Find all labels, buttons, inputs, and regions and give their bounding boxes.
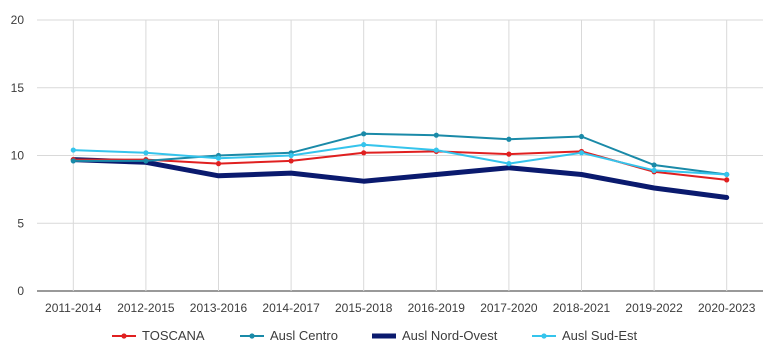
series-lines [70, 131, 730, 200]
data-point [578, 133, 585, 140]
legend-item[interactable]: TOSCANA [112, 328, 205, 343]
x-axis-ticks: 2011-2014 2012-2015 2013-2016 2014-2017 2015… [45, 301, 756, 315]
grid [37, 19, 763, 292]
data-point [70, 147, 76, 153]
y-tick-label: 0 [17, 284, 24, 298]
x-tick-label: 2013-2016 [190, 301, 248, 315]
data-point [288, 158, 294, 164]
x-tick-label: 2017-2020 [480, 301, 538, 315]
legend-label: Ausl Nord-Ovest [402, 328, 498, 343]
legend-item[interactable]: Ausl Sud-Est [532, 328, 638, 343]
series-line [70, 157, 730, 200]
x-tick-label: 2016-2019 [408, 301, 466, 315]
data-point [361, 142, 367, 148]
y-tick-label: 10 [11, 149, 25, 163]
data-point [215, 155, 222, 161]
data-point [433, 132, 439, 138]
legend-label: Ausl Centro [270, 328, 338, 343]
x-tick-label: 2014-2017 [262, 301, 320, 315]
data-point [506, 151, 512, 157]
data-point [70, 158, 76, 164]
legend[interactable]: TOSCANA Ausl Centro Ausl Nord-Ovest Ausl Su… [112, 328, 638, 343]
data-point [506, 161, 512, 167]
y-tick-label: 5 [17, 216, 24, 230]
legend-item[interactable]: Ausl Nord-Ovest [372, 328, 498, 343]
legend-label: Ausl Sud-Est [562, 328, 638, 343]
legend-label: TOSCANA [142, 328, 205, 343]
x-tick-label: 2020-2023 [698, 301, 756, 315]
data-point [361, 131, 367, 137]
data-point [143, 150, 149, 156]
data-point [651, 167, 657, 174]
data-point [361, 150, 367, 156]
legend-item[interactable]: Ausl Centro [240, 328, 338, 343]
legend-marker [249, 333, 255, 339]
legend-marker [541, 333, 547, 339]
data-point [724, 171, 730, 178]
data-point [506, 136, 512, 142]
legend-marker [121, 333, 127, 339]
series-line [72, 132, 728, 176]
series-line [72, 143, 728, 176]
data-point [724, 177, 730, 183]
x-tick-label: 2015-2018 [335, 301, 393, 315]
x-tick-label: 2011-2014 [45, 301, 102, 315]
y-tick-label: 20 [11, 13, 25, 27]
data-point [651, 162, 657, 168]
x-tick-label: 2019-2022 [625, 301, 683, 315]
x-tick-label: 2012-2015 [117, 301, 175, 315]
y-axis-ticks: 0 5 10 15 20 [11, 13, 25, 298]
data-point [578, 150, 585, 156]
x-tick-label: 2018-2021 [553, 301, 611, 315]
data-point [433, 147, 439, 153]
data-point [143, 158, 149, 164]
data-point [215, 161, 222, 167]
data-point [288, 152, 294, 159]
y-tick-label: 15 [11, 81, 25, 95]
